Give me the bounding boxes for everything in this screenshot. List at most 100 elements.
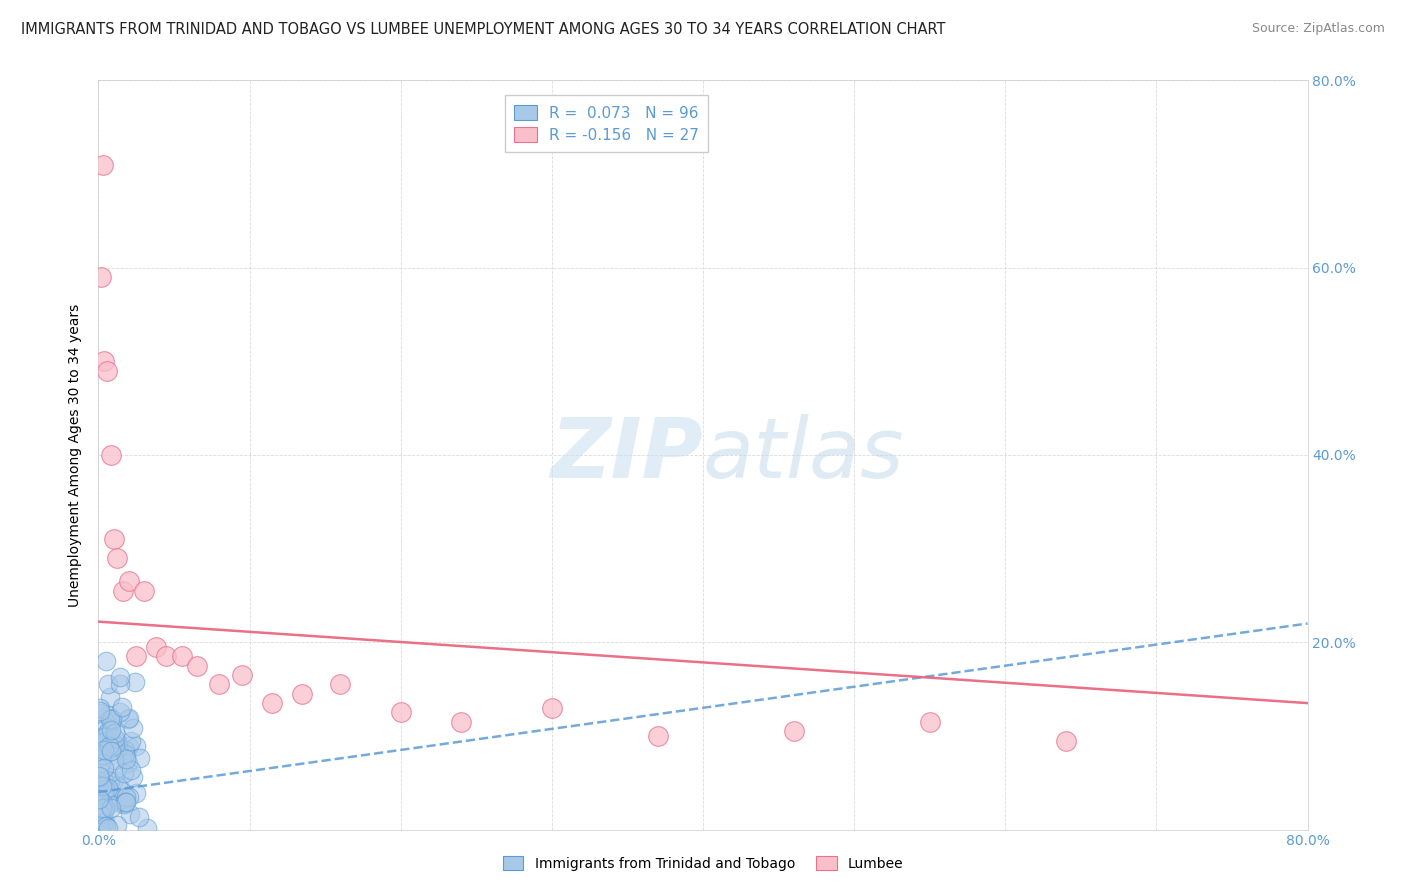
- Point: [91, 771, 114, 785]
- Point: [114, 797, 136, 811]
- Text: ZIP: ZIP: [550, 415, 703, 495]
- Point: [89, 700, 111, 714]
- Point: [114, 789, 136, 804]
- Point: [118, 790, 141, 805]
- Point: [647, 729, 669, 743]
- Point: [93, 761, 115, 775]
- Point: [94, 654, 117, 668]
- Point: [115, 751, 138, 765]
- Point: [98, 739, 121, 753]
- Point: [96, 364, 118, 378]
- Point: [145, 640, 167, 654]
- Point: [101, 739, 124, 754]
- Point: [114, 795, 136, 809]
- Point: [90, 731, 112, 745]
- Point: [93, 804, 115, 818]
- Point: [110, 781, 132, 796]
- Point: [120, 763, 142, 777]
- Point: [128, 809, 150, 823]
- Point: [105, 551, 128, 566]
- Point: [122, 722, 145, 736]
- Point: [389, 706, 412, 720]
- Point: [91, 796, 114, 810]
- Point: [98, 712, 121, 726]
- Point: [111, 699, 134, 714]
- Point: [98, 783, 121, 797]
- Point: [105, 734, 128, 748]
- Point: [97, 797, 120, 811]
- Point: [94, 720, 117, 734]
- Text: atlas: atlas: [703, 415, 904, 495]
- Point: [93, 730, 115, 744]
- Point: [91, 747, 114, 762]
- Point: [93, 814, 115, 829]
- Point: [100, 801, 122, 815]
- Point: [114, 743, 136, 757]
- Point: [231, 668, 253, 682]
- Point: [90, 756, 112, 771]
- Point: [114, 747, 136, 761]
- Point: [125, 649, 148, 664]
- Point: [783, 724, 806, 739]
- Point: [291, 687, 314, 701]
- Point: [97, 821, 120, 835]
- Point: [97, 707, 120, 722]
- Point: [100, 448, 122, 462]
- Point: [115, 748, 138, 763]
- Point: [132, 583, 155, 598]
- Point: [90, 749, 112, 764]
- Point: [101, 734, 124, 748]
- Point: [114, 795, 136, 809]
- Legend: Immigrants from Trinidad and Tobago, Lumbee: Immigrants from Trinidad and Tobago, Lum…: [498, 850, 908, 876]
- Point: [103, 532, 125, 546]
- Point: [170, 649, 193, 664]
- Point: [108, 676, 131, 690]
- Point: [90, 269, 112, 284]
- Point: [155, 649, 177, 664]
- Point: [107, 818, 129, 832]
- Y-axis label: Unemployment Among Ages 30 to 34 years: Unemployment Among Ages 30 to 34 years: [69, 303, 83, 607]
- Point: [114, 766, 136, 780]
- Point: [103, 738, 125, 752]
- Point: [117, 712, 139, 726]
- Point: [1054, 733, 1077, 747]
- Point: [90, 820, 112, 834]
- Point: [104, 731, 127, 745]
- Point: [125, 739, 148, 753]
- Point: [94, 815, 117, 830]
- Point: [107, 760, 129, 774]
- Point: [135, 821, 157, 835]
- Point: [89, 706, 111, 720]
- Point: [100, 723, 122, 737]
- Point: [111, 583, 134, 598]
- Point: [89, 770, 111, 784]
- Point: [103, 772, 125, 787]
- Point: [540, 701, 562, 715]
- Point: [186, 658, 208, 673]
- Point: [87, 769, 110, 783]
- Point: [98, 690, 121, 705]
- Point: [97, 676, 120, 690]
- Point: [100, 712, 122, 726]
- Legend: R =  0.073   N = 96, R = -0.156   N = 27: R = 0.073 N = 96, R = -0.156 N = 27: [505, 95, 709, 152]
- Point: [97, 781, 120, 796]
- Point: [91, 816, 114, 830]
- Point: [89, 704, 111, 718]
- Point: [91, 780, 114, 794]
- Point: [108, 705, 131, 719]
- Point: [118, 739, 141, 754]
- Point: [91, 815, 114, 830]
- Point: [107, 739, 129, 754]
- Point: [122, 770, 145, 784]
- Point: [89, 775, 111, 789]
- Point: [108, 670, 131, 684]
- Point: [262, 696, 284, 710]
- Point: [103, 753, 125, 767]
- Point: [100, 774, 122, 789]
- Point: [120, 733, 142, 747]
- Point: [94, 819, 117, 833]
- Point: [90, 777, 112, 791]
- Point: [91, 157, 114, 171]
- Point: [93, 734, 115, 748]
- Point: [129, 751, 152, 765]
